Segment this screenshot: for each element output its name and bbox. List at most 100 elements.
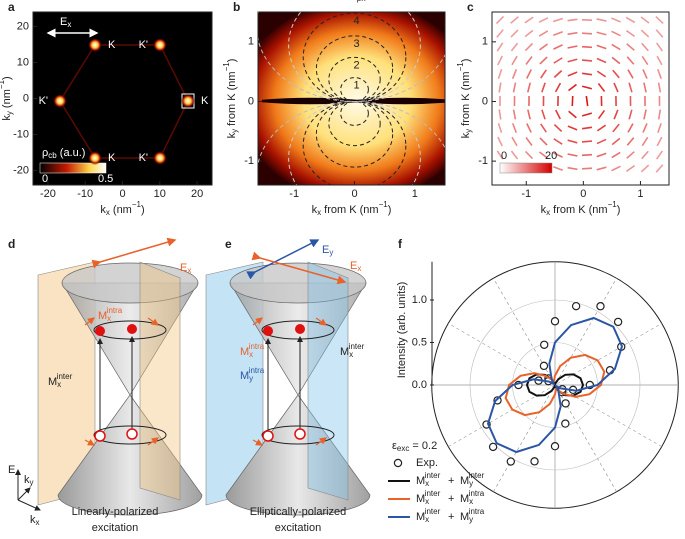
vector-arrow: [657, 69, 662, 79]
vector-arrow: [526, 123, 532, 133]
vector-arrow: [510, 29, 519, 38]
vector-arrow: [539, 137, 548, 146]
text-part: 4: [353, 15, 359, 27]
axis-label: ky: [24, 474, 34, 487]
vector-arrow: [641, 42, 649, 52]
vector-arrow: [611, 56, 621, 65]
text-part: M: [460, 493, 469, 505]
vector-arrow: [567, 45, 578, 49]
vector-arrow: [655, 42, 664, 52]
contour-label: 1: [353, 80, 359, 92]
cone: [225, 394, 371, 516]
text-part: y: [249, 374, 253, 383]
text-part: M: [416, 511, 425, 523]
vector-arrow: [527, 109, 531, 120]
vector-arrow: [655, 16, 664, 24]
valley-spot: [53, 94, 67, 108]
polar-spoke: [448, 323, 662, 447]
frame: [257, 11, 446, 186]
text-part: −1: [379, 200, 389, 209]
text-part: k: [30, 514, 36, 526]
text-part: from K (nm: [321, 204, 378, 216]
legend-label: Exp.: [416, 457, 438, 469]
vector-arrow: [581, 85, 593, 90]
excited-state: [295, 324, 305, 334]
vector-arrow: [495, 15, 505, 25]
text-part: x: [187, 266, 191, 275]
field-label: Ex: [180, 262, 191, 275]
ground-state: [94, 430, 106, 442]
legend-label: Mxinter: [416, 471, 441, 488]
vector-arrow: [567, 31, 578, 36]
data-point: [561, 399, 570, 408]
vector-arrow: [626, 137, 635, 146]
text-part: 3: [353, 38, 359, 50]
axis-label: kx: [30, 514, 40, 527]
vector-arrow: [596, 152, 607, 158]
axis-label: E: [8, 464, 15, 476]
vector-arrow: [641, 55, 649, 66]
vector-arrow: [581, 45, 593, 49]
text-part: k: [541, 204, 547, 216]
vector-arrow: [655, 150, 664, 160]
x-tick-label: 0: [119, 188, 125, 200]
vector-arrow: [656, 136, 663, 147]
valley-label: K: [201, 95, 209, 107]
text-part: M: [240, 370, 249, 382]
vector-arrow: [553, 152, 563, 158]
contour: [288, 12, 421, 102]
text-part: x: [106, 208, 110, 217]
legend-label: +: [448, 475, 454, 487]
x-tick-label: 10: [154, 188, 166, 200]
text-part: ): [141, 204, 145, 216]
data-point: [488, 442, 498, 452]
vector-arrow: [596, 138, 607, 145]
legend-label: Myinter: [460, 471, 485, 488]
polar-spoke: [493, 278, 617, 492]
vector-arrow: [552, 17, 564, 23]
y-tick-label: -1: [478, 155, 488, 167]
intra-label: Mxintra: [240, 342, 265, 359]
energy-ring: [93, 425, 167, 445]
text-part: M: [460, 475, 469, 487]
vector-arrow: [511, 136, 518, 147]
contour-label: 3: [353, 38, 359, 50]
contour: [258, 101, 445, 167]
data-point: [550, 442, 560, 451]
vector-arrow: [512, 109, 517, 120]
field-label: Ex: [60, 16, 71, 29]
plane: [307, 261, 349, 501]
vector-arrow: [596, 18, 607, 22]
field-arrow: [91, 237, 177, 269]
vector-arrow: [510, 42, 519, 52]
text-part: k: [1, 115, 13, 121]
text-part: inter: [349, 342, 365, 351]
text-part: cb: [48, 151, 57, 160]
valley-spot: [88, 38, 102, 52]
panel-letter: d: [8, 237, 15, 251]
text-part: 2: [353, 59, 359, 71]
text-part: x: [349, 350, 353, 359]
vector-arrow: [581, 32, 593, 35]
valley-spot: [88, 151, 102, 165]
vector-arrow: [612, 123, 620, 133]
colorbar-tick-label: 0: [42, 173, 48, 185]
vector-arrow: [640, 164, 650, 173]
valley-label: K': [139, 39, 148, 51]
text-part: E: [322, 244, 329, 256]
vector-arrow: [496, 150, 504, 160]
text-part: inter: [57, 372, 73, 381]
panel-letter: e: [225, 237, 232, 251]
legend-label: Mxintra: [460, 489, 485, 506]
vector-arrow: [567, 166, 578, 171]
vector-arrow: [611, 151, 621, 159]
data-point: [561, 419, 570, 428]
y-axis-label: ky from K (nm−1): [222, 59, 239, 139]
ground-state: [294, 428, 306, 440]
intraband-arrow: [147, 317, 159, 326]
cone: [57, 394, 203, 516]
vector-arrow: [626, 56, 635, 65]
vector-arrow: [611, 30, 621, 37]
